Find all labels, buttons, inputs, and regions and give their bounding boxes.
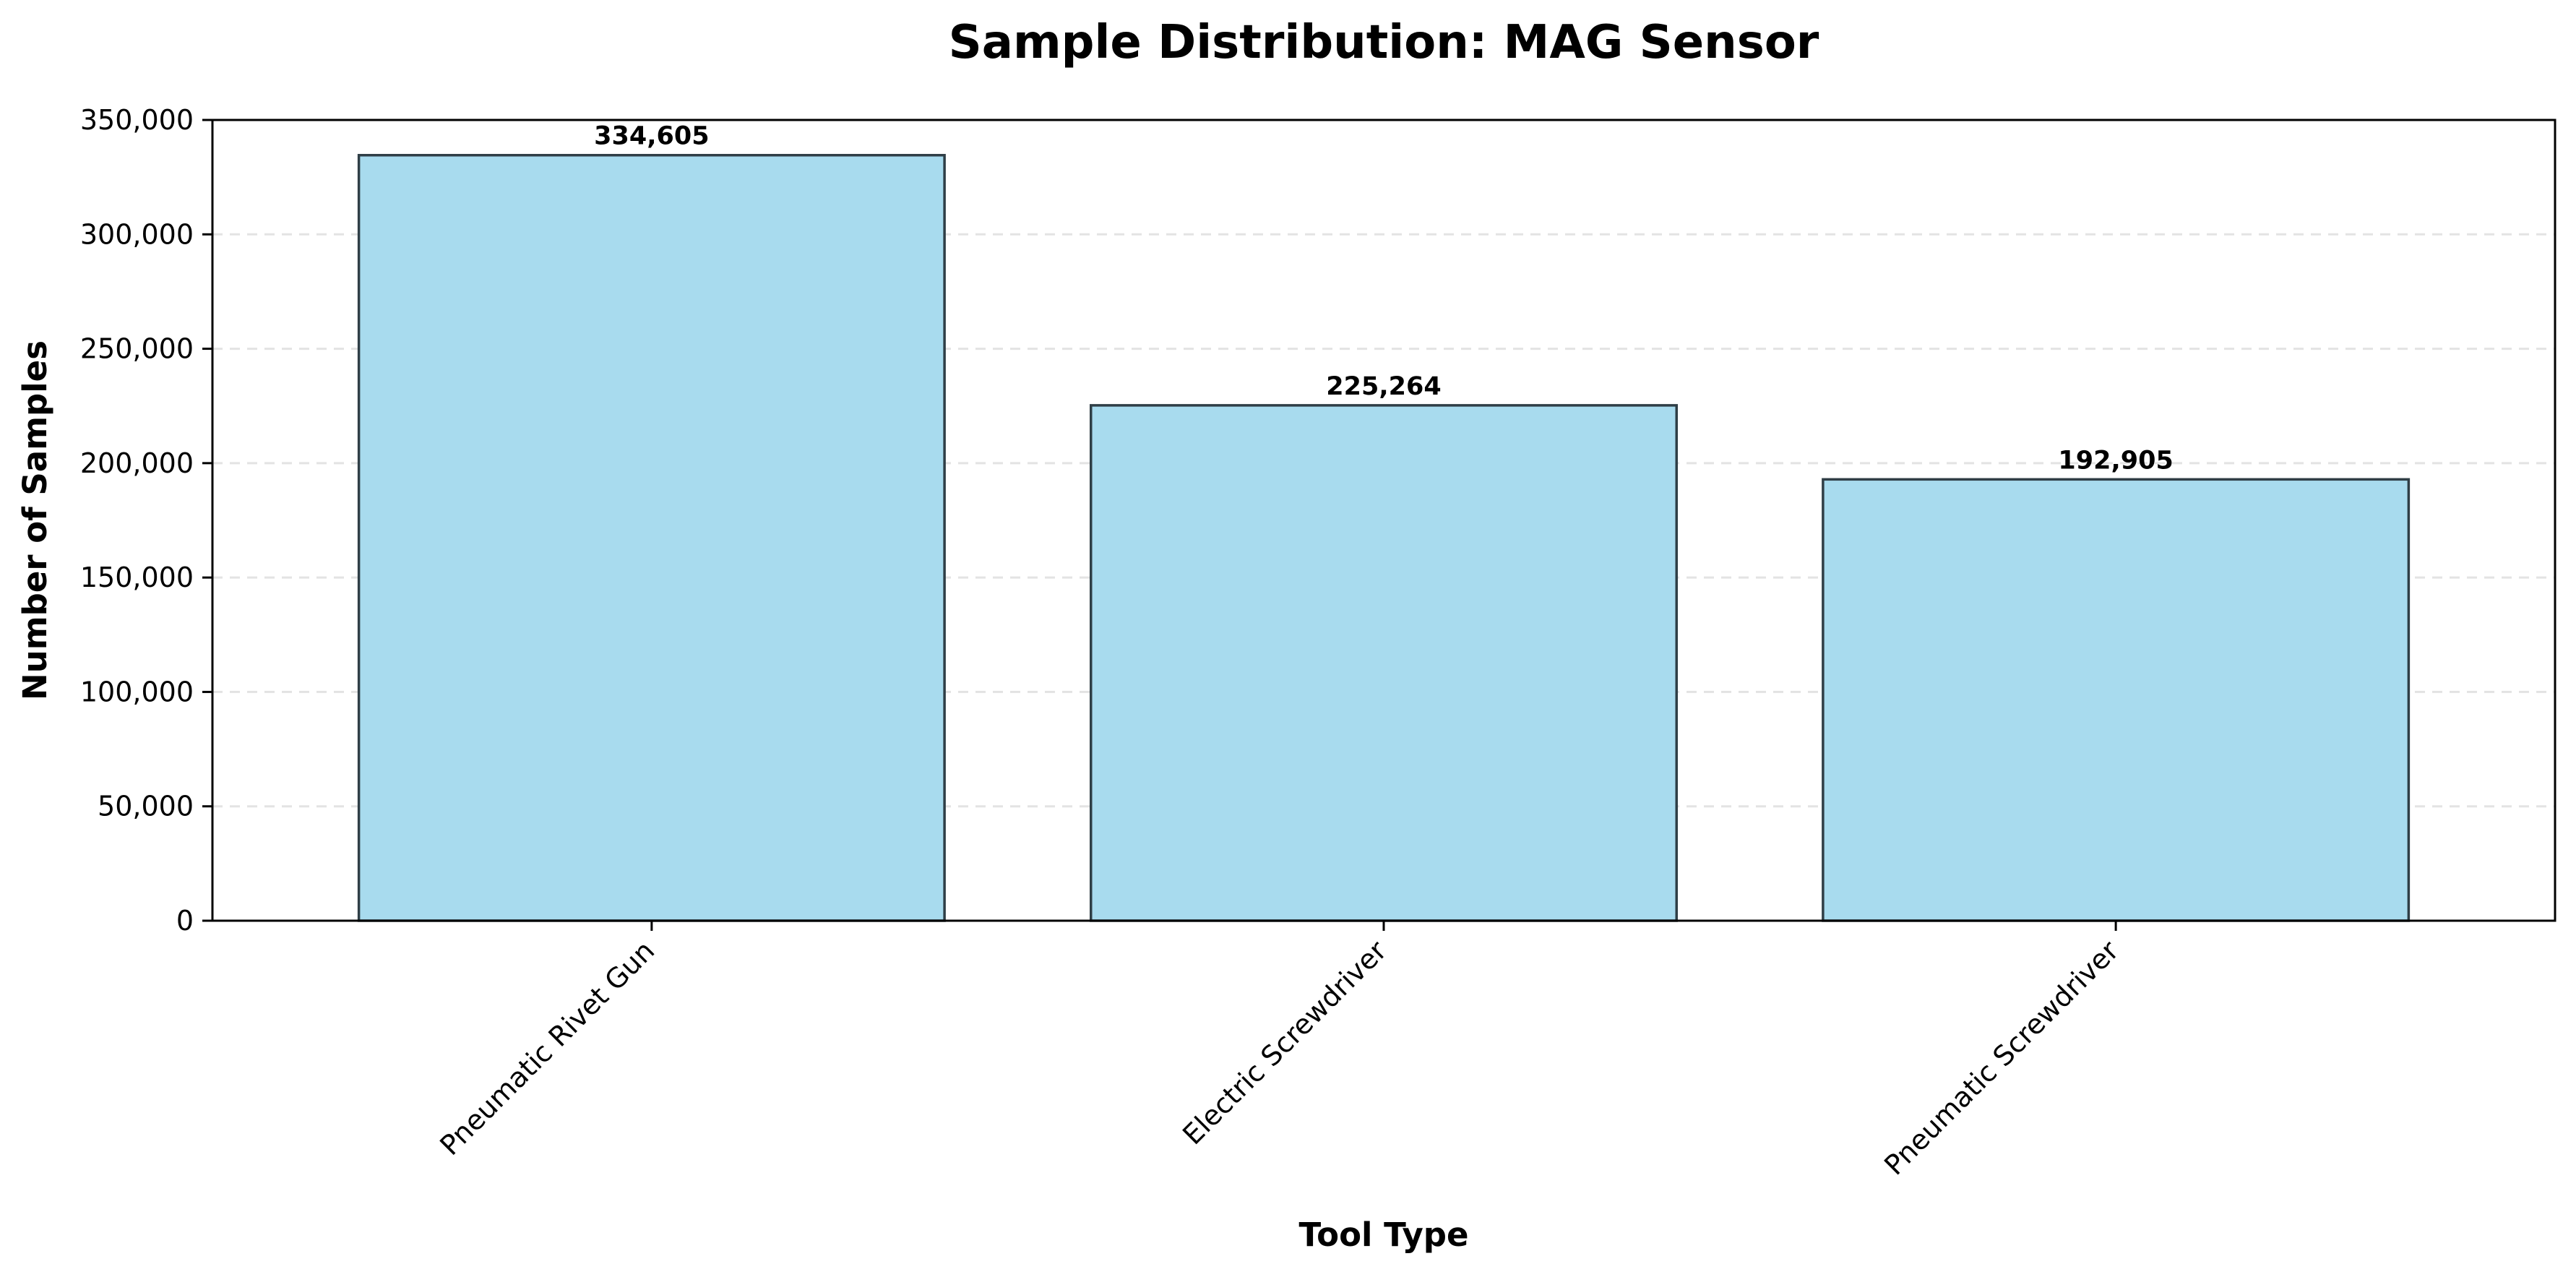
y-tick-label: 0 [176,905,194,937]
y-tick-label: 200,000 [80,447,194,479]
y-tick-label: 100,000 [80,676,194,708]
chart-title: Sample Distribution: MAG Sensor [949,16,1819,69]
y-tick-label: 300,000 [80,218,194,250]
y-tick-label: 50,000 [98,791,194,822]
data-label: 192,905 [2058,446,2173,475]
data-labels: 334,605 225,264 192,905 [594,122,2174,476]
y-axis-label: Number of Samples [16,340,54,700]
y-tick-label: 150,000 [80,562,194,593]
y-axis-ticks: 0 50,000 100,000 150,000 200,000 250,000 300,0… [80,104,212,937]
data-label: 334,605 [594,122,709,151]
bar [1090,404,1678,922]
data-label: 225,264 [1326,372,1441,401]
y-tick-label: 350,000 [80,104,194,136]
x-axis-label: Tool Type [1298,1216,1468,1254]
y-tick-label: 250,000 [80,333,194,365]
bar [1822,478,2411,922]
bars [357,153,2411,922]
bar [357,153,946,922]
